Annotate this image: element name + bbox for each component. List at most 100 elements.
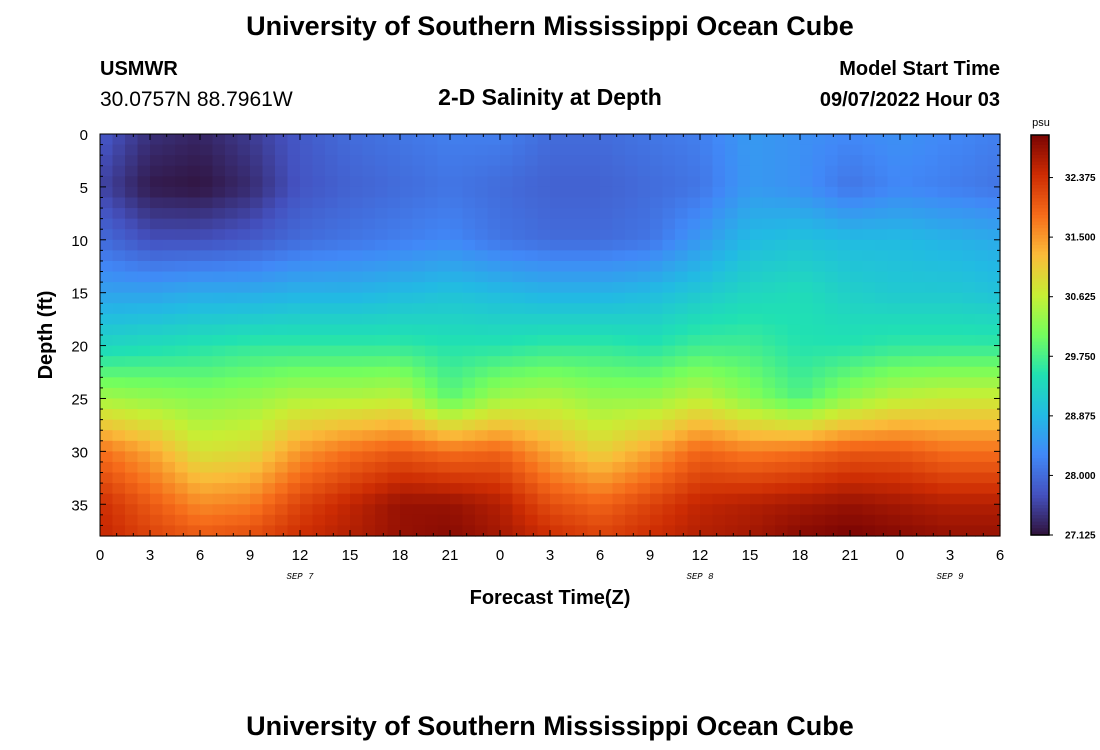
heatmap-cell [800,229,814,241]
heatmap-cell [987,483,1001,495]
heatmap-cell [250,292,264,304]
heatmap-cell [650,218,664,230]
heatmap-cell [925,451,939,463]
heatmap-cell [712,419,726,431]
colorbar-segment [1031,318,1049,323]
heatmap-cell [325,377,339,389]
colorbar-segment [1031,211,1049,216]
heatmap-cell [775,260,789,273]
heatmap-cell [575,271,589,283]
heatmap-cell [500,472,514,484]
heatmap-cell [562,409,576,421]
heatmap-cell [425,440,439,452]
heatmap-cell [662,186,676,199]
heatmap-cell [562,239,576,251]
heatmap-cell [912,525,926,537]
heatmap-cell [675,493,689,505]
heatmap-cell [875,218,889,230]
heatmap-cell [200,155,214,167]
heatmap-cell [687,208,701,220]
heatmap-cell [900,356,914,368]
heatmap-cell [337,229,351,241]
heatmap-cell [812,504,826,516]
heatmap-cell [562,493,576,505]
heatmap-cell [962,377,976,389]
heatmap-cell [175,313,189,326]
heatmap-cell [387,356,401,368]
heatmap-cell [987,229,1001,241]
heatmap-cell [700,239,714,251]
heatmap-cell [500,430,514,442]
heatmap-cell [600,313,614,326]
heatmap-cell [175,377,189,389]
heatmap-cell [325,313,339,326]
colorbar-segment [1031,411,1049,416]
heatmap-cell [450,504,464,516]
heatmap-cell [362,250,376,262]
heatmap-cell [862,493,876,505]
heatmap-cell [287,461,301,474]
heatmap-cell [275,229,289,241]
heatmap-cell [175,504,189,516]
heatmap-cell [937,345,951,357]
heatmap-cell [775,461,789,474]
heatmap-cell [300,430,314,442]
heatmap-cell [375,271,389,283]
heatmap-cell [562,504,576,516]
heatmap-cell [537,229,551,241]
heatmap-cell [262,155,276,167]
heatmap-cell [825,493,839,505]
heatmap-cell [600,514,614,527]
heatmap-cell [337,493,351,505]
heatmap-cell [375,514,389,527]
heatmap-cell [537,504,551,516]
colorbar-segment [1031,235,1049,239]
heatmap-cell [975,292,989,304]
heatmap-cell [487,260,501,273]
colorbar-segment [1031,505,1049,509]
heatmap-cell [900,514,914,527]
heatmap-cell [625,134,639,146]
heatmap-cell [737,186,751,199]
heatmap-cell [987,387,1001,400]
heatmap-cell [962,461,976,474]
model-start-label: Model Start Time [839,58,1000,80]
heatmap-cell [225,356,239,368]
heatmap-cell [587,514,601,527]
heatmap-cell [987,366,1001,378]
heatmap-cell [687,409,701,421]
heatmap-cell [962,144,976,156]
heatmap-cell [462,218,476,230]
heatmap-cell [987,250,1001,262]
heatmap-cell [987,186,1001,199]
heatmap-cell [387,176,401,188]
heatmap-cell [250,440,264,452]
heatmap-cell [950,430,964,442]
heatmap-cell [525,292,539,304]
heatmap-cell [337,313,351,326]
heatmap-cell [850,451,864,463]
heatmap-cell [400,313,414,326]
heatmap-cell [262,186,276,199]
heatmap-cell [537,218,551,230]
heatmap-cell [925,483,939,495]
heatmap-cell [875,440,889,452]
colorbar-label: 30.625 [1065,292,1096,303]
heatmap-cell [937,260,951,273]
heatmap-cell [262,345,276,357]
heatmap-cell [175,165,189,177]
heatmap-cell [350,144,364,156]
heatmap-cell [825,409,839,421]
colorbar-segment [1031,145,1049,149]
heatmap-cell [725,377,739,389]
heatmap-cell [700,155,714,167]
heatmap-cell [475,144,489,156]
heatmap-cell [300,208,314,220]
heatmap-cell [462,208,476,220]
heatmap-cell [675,451,689,463]
heatmap-cell [100,271,114,283]
heatmap-cell [587,313,601,326]
heatmap-cell [225,176,239,188]
heatmap-cell [475,229,489,241]
heatmap-cell [350,504,364,516]
